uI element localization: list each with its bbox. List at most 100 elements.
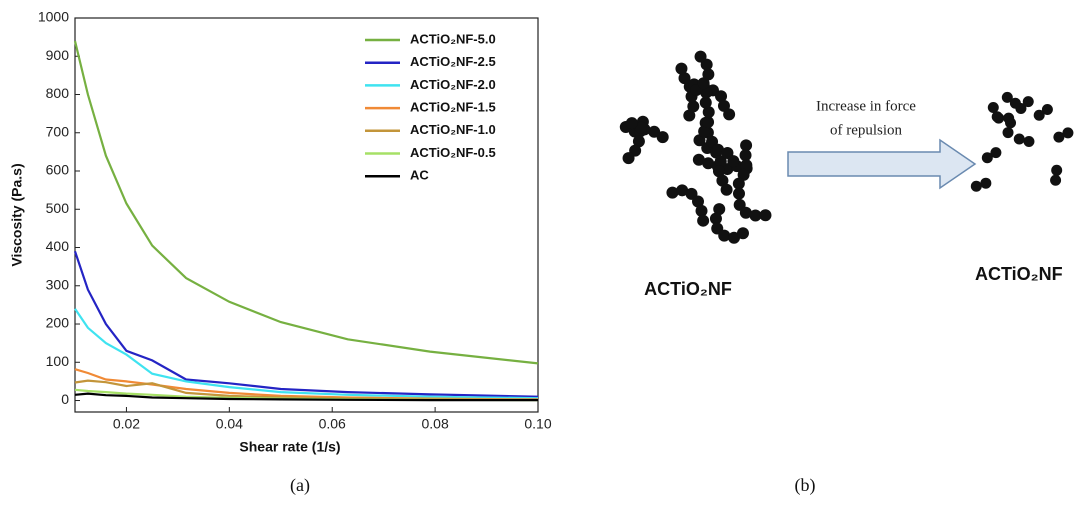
particle — [702, 68, 715, 81]
particle — [987, 102, 999, 114]
particle — [1050, 174, 1062, 186]
particle — [727, 155, 740, 168]
particle — [1009, 97, 1021, 109]
particle — [714, 155, 727, 168]
particle — [716, 174, 729, 187]
right-label: ACTiO₂NF — [975, 264, 1063, 284]
particle — [622, 152, 635, 165]
plot-frame — [74, 17, 539, 413]
particle — [666, 186, 679, 199]
particle — [740, 159, 753, 172]
particle — [990, 147, 1002, 159]
particle — [1002, 127, 1014, 139]
particle — [713, 203, 726, 216]
particle — [699, 96, 712, 109]
particle — [632, 135, 645, 148]
legend-label: ACTiO₂NF-2.5 — [410, 54, 496, 69]
particle — [712, 165, 725, 178]
particle — [970, 180, 982, 192]
y-axis-label: Viscosity (Pa.s) — [9, 163, 25, 266]
left-label: ACTiO₂NF — [644, 279, 732, 299]
right-cluster — [970, 91, 1074, 192]
particle — [991, 111, 1003, 123]
y-tick-label: 0 — [61, 391, 69, 407]
particle — [732, 177, 745, 190]
particle — [692, 195, 705, 208]
x-tick-label: 0.04 — [216, 416, 243, 432]
x-tick-label: 0.06 — [319, 416, 346, 432]
particle — [675, 62, 688, 75]
line — [73, 40, 539, 365]
particle — [634, 121, 647, 134]
particle — [740, 139, 753, 152]
y-tick-label: 400 — [46, 238, 70, 254]
particle — [697, 77, 710, 90]
particle — [1051, 164, 1063, 176]
particle — [700, 86, 713, 99]
x-axis-label: Shear rate (1/s) — [239, 439, 340, 455]
particle — [702, 106, 715, 119]
arrow-text: Increase in force — [816, 98, 916, 114]
particle — [695, 204, 708, 217]
particle — [981, 152, 993, 164]
x-tick-label: 0.10 — [524, 416, 551, 432]
particle — [683, 109, 696, 122]
x-tick-label: 0.02 — [113, 416, 140, 432]
particle — [693, 134, 706, 147]
particle — [1001, 91, 1013, 103]
y-tick-label: 900 — [46, 47, 70, 63]
legend-label: AC — [410, 168, 429, 183]
particle — [736, 227, 749, 240]
legend-label: ACTiO₂NF-2.0 — [410, 77, 496, 92]
particle — [694, 50, 707, 63]
legend-label: ACTiO₂NF-5.0 — [410, 31, 496, 46]
particle — [718, 229, 731, 242]
arrow — [787, 138, 977, 190]
y-tick-label: 800 — [46, 85, 70, 101]
particle — [759, 209, 772, 222]
left-cluster — [619, 50, 772, 244]
particle — [728, 231, 741, 244]
particle — [1053, 131, 1065, 143]
particle — [1003, 112, 1015, 124]
particle — [625, 117, 638, 130]
particle — [687, 100, 700, 113]
line — [74, 308, 539, 400]
particle — [702, 157, 715, 170]
line — [74, 392, 538, 402]
particle — [698, 125, 711, 138]
legend-label: ACTiO₂NF-1.5 — [410, 100, 496, 115]
y-tick-label: 500 — [46, 200, 70, 216]
particle — [732, 187, 745, 200]
legend-label: ACTiO₂NF-1.0 — [410, 122, 496, 137]
particle — [712, 143, 725, 156]
particle — [1013, 133, 1025, 145]
particle — [709, 212, 722, 225]
particle — [1023, 135, 1035, 147]
particle — [739, 149, 752, 162]
particle — [676, 184, 689, 197]
particle — [720, 183, 733, 196]
caption: (a) — [290, 475, 310, 496]
y-tick-label: 700 — [46, 123, 70, 139]
particle — [715, 90, 728, 103]
particle — [1062, 127, 1074, 139]
particle — [697, 214, 710, 227]
particle — [678, 72, 691, 85]
particle — [980, 177, 992, 189]
y-tick-label: 100 — [46, 353, 70, 369]
y-tick-label: 600 — [46, 162, 70, 178]
particle — [749, 209, 762, 222]
line — [73, 250, 539, 398]
particle — [702, 116, 715, 129]
particle — [692, 153, 705, 166]
particle — [1041, 103, 1053, 115]
x-tick-label: 0.08 — [421, 416, 448, 432]
particle — [739, 206, 752, 219]
particle — [737, 168, 750, 181]
y-tick-label: 300 — [46, 276, 70, 292]
legend-label: ACTiO₂NF-0.5 — [410, 145, 496, 160]
particle — [1033, 109, 1045, 121]
